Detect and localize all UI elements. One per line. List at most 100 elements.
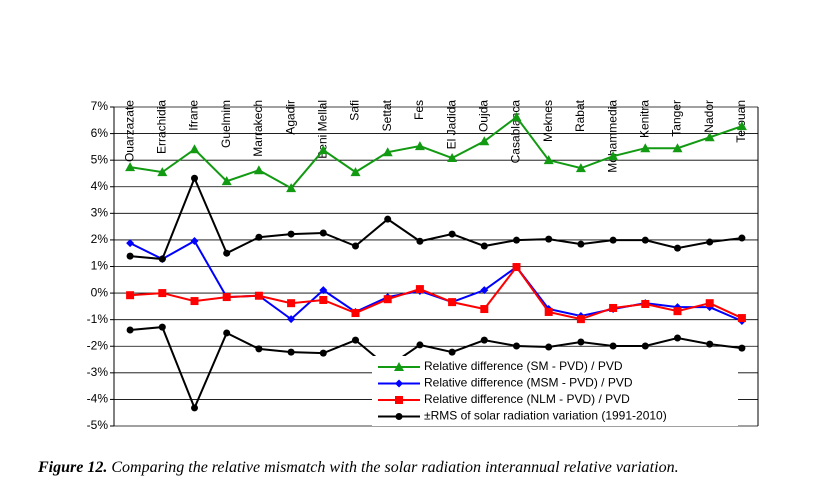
marker	[414, 141, 425, 151]
y-tick-label: -4%	[87, 392, 109, 406]
series-layer	[125, 112, 747, 412]
y-tick-label: -3%	[87, 365, 109, 379]
x-tick-label: Ouarzazate	[122, 100, 136, 162]
legend-label: ±RMS of solar radiation variation (1991-…	[424, 409, 667, 423]
marker	[447, 153, 458, 163]
marker	[674, 244, 681, 252]
marker	[641, 236, 649, 244]
marker	[448, 230, 456, 238]
x-tick-label: El Jadida	[444, 100, 458, 150]
x-tick-label: Meknes	[541, 100, 555, 142]
marker	[319, 286, 328, 295]
marker	[738, 344, 746, 352]
marker	[448, 348, 456, 356]
legend-box	[372, 356, 738, 426]
marker	[255, 345, 263, 353]
x-tick-label: Guelmim	[219, 100, 233, 148]
marker	[319, 349, 327, 357]
marker	[513, 236, 520, 244]
marker	[416, 237, 424, 245]
marker	[221, 176, 232, 186]
x-tick-label: Tanger	[670, 100, 684, 137]
caption-text: Comparing the relative mismatch with the…	[107, 459, 678, 476]
marker	[287, 299, 296, 308]
marker	[157, 167, 168, 177]
marker	[673, 307, 682, 316]
x-tick-label: Fes	[412, 100, 426, 120]
series-line	[130, 175, 743, 261]
marker	[736, 121, 747, 131]
marker	[318, 145, 329, 155]
marker	[189, 144, 200, 154]
legend-label: Relative difference (NLM - PVD) / PVD	[424, 392, 630, 406]
marker	[609, 303, 618, 312]
marker	[545, 235, 553, 243]
x-tick-label: Oujda	[476, 100, 490, 132]
marker	[191, 404, 198, 412]
marker	[255, 233, 263, 241]
marker	[608, 151, 619, 161]
marker	[190, 236, 199, 245]
marker	[544, 307, 553, 316]
marker	[512, 263, 521, 272]
marker	[609, 342, 617, 350]
marker	[383, 295, 392, 304]
marker	[223, 329, 231, 337]
marker	[480, 336, 488, 344]
marker	[577, 240, 585, 248]
marker	[738, 234, 746, 242]
x-tick-label: Mohammedia	[605, 100, 619, 173]
x-tick-label: Settat	[380, 99, 394, 131]
marker	[126, 239, 135, 248]
series-line	[130, 265, 743, 321]
marker	[319, 295, 328, 304]
marker	[704, 132, 715, 142]
series-line	[129, 115, 743, 190]
marker	[158, 289, 167, 298]
x-tick-label: Safi	[348, 100, 362, 121]
marker	[223, 249, 231, 257]
marker	[126, 252, 134, 260]
marker	[254, 291, 263, 300]
series-line	[130, 326, 743, 411]
x-tick-label: Marrakech	[251, 100, 265, 157]
y-tick-label: 1%	[91, 259, 109, 273]
marker	[286, 183, 297, 193]
y-tick-label: 0%	[91, 285, 109, 299]
marker	[287, 315, 296, 324]
legend-label: Relative difference (SM - PVD) / PVD	[424, 359, 623, 373]
marker	[674, 334, 681, 342]
x-tick-label: Rabat	[573, 99, 587, 132]
marker	[126, 326, 134, 334]
marker	[382, 147, 393, 157]
marker	[480, 286, 489, 295]
marker	[576, 315, 585, 324]
caption: Figure 12. Comparing the relative mismat…	[37, 459, 679, 476]
marker	[706, 340, 714, 348]
y-tick-label: 7%	[91, 99, 109, 113]
marker	[511, 112, 522, 122]
marker	[352, 336, 359, 344]
x-tick-label: Agadir	[283, 100, 297, 135]
x-tick-label: Kenitra	[637, 100, 651, 138]
marker	[287, 348, 295, 356]
marker	[158, 255, 166, 263]
y-tick-label: -2%	[87, 338, 109, 352]
marker	[125, 162, 136, 172]
y-tick-label: -5%	[87, 418, 109, 432]
marker	[640, 143, 651, 153]
marker	[641, 342, 649, 350]
x-tick-label: Casablanca	[509, 100, 523, 164]
marker	[158, 323, 166, 331]
marker	[545, 343, 553, 351]
marker	[415, 285, 424, 294]
x-tick-label: Nador	[702, 100, 716, 133]
marker	[253, 165, 264, 175]
marker	[480, 242, 488, 250]
legend-marker	[395, 396, 403, 404]
marker	[577, 338, 585, 346]
y-tick-label: 4%	[91, 179, 109, 193]
legend-marker	[394, 362, 404, 371]
marker	[448, 298, 457, 307]
